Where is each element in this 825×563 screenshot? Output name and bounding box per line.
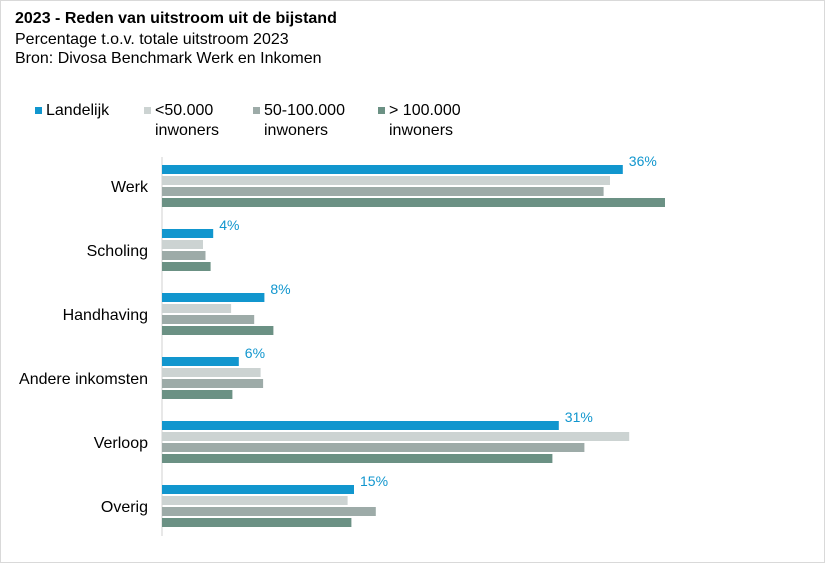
data-label: 6% [245, 345, 265, 361]
legend-label: <50.000 inwoners [155, 102, 220, 139]
data-label: 31% [565, 409, 593, 425]
bar [162, 240, 203, 249]
category-label: Andere inkomsten [19, 371, 148, 388]
data-label: 36% [629, 153, 657, 169]
bar [162, 432, 630, 441]
bar [162, 251, 206, 260]
bar [162, 326, 274, 335]
legend-swatch [378, 107, 385, 114]
category-label: Scholing [87, 243, 148, 260]
bar [162, 198, 665, 207]
bar [162, 187, 604, 196]
data-label: 15% [360, 473, 388, 489]
bar [162, 262, 211, 271]
bar [162, 443, 585, 452]
bar [162, 507, 376, 516]
bar [162, 421, 559, 430]
legend-label: > 100.000 inwoners [389, 102, 461, 139]
bar [162, 368, 261, 377]
chart-title: 2023 - Reden van uitstroom uit de bijsta… [15, 10, 337, 27]
category-label: Werk [111, 179, 149, 196]
bar [162, 304, 232, 313]
category-label: Handhaving [63, 307, 148, 324]
category-label: Verloop [94, 435, 148, 452]
legend-label: 50-100.000 inwoners [264, 102, 345, 139]
data-label: 8% [270, 281, 290, 297]
bar [162, 485, 354, 494]
bar [162, 518, 352, 527]
bar [162, 293, 265, 302]
legend-swatch [253, 107, 260, 114]
bar [162, 390, 233, 399]
legend-swatch [144, 107, 151, 114]
bar [162, 379, 264, 388]
legend-swatch [35, 107, 42, 114]
bar [162, 165, 623, 174]
legend-label: Landelijk [46, 102, 110, 119]
bar [162, 496, 348, 505]
bar [162, 229, 214, 238]
category-label: Overig [101, 499, 148, 516]
bar [162, 315, 255, 324]
chart-source: Bron: Divosa Benchmark Werk en Inkomen [15, 50, 322, 67]
bar [162, 176, 610, 185]
chart-subtitle: Percentage t.o.v. totale uitstroom 2023 [15, 31, 289, 48]
bar [162, 454, 553, 463]
data-label: 4% [219, 217, 239, 233]
bar [162, 357, 239, 366]
